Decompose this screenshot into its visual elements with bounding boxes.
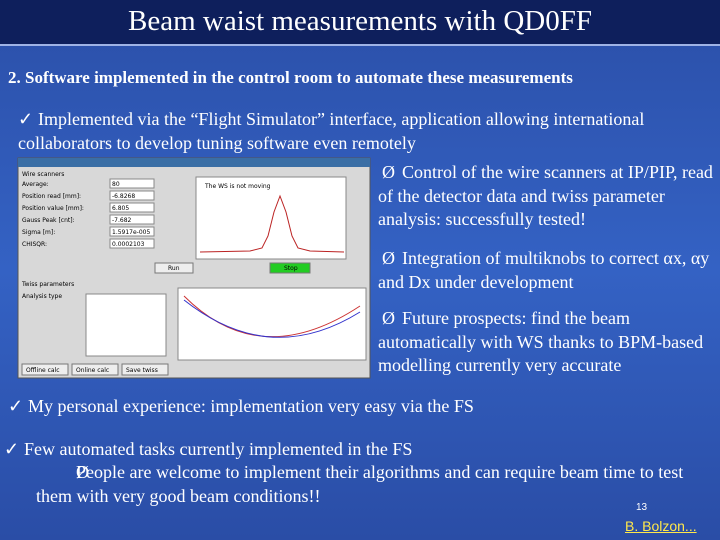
field-value: -7.682 xyxy=(112,217,132,224)
field-label: Gauss Peak [cnt]: xyxy=(22,217,75,224)
field-box xyxy=(109,214,155,225)
window-titlebar xyxy=(18,158,370,167)
side-text: Integration of multiknobs to correct αx,… xyxy=(378,248,710,292)
field-label: Position read [mm]: xyxy=(22,193,81,200)
button xyxy=(21,363,69,376)
bullet-text: Few automated tasks currently implemente… xyxy=(24,439,413,459)
title: Beam waist measurements with QD0FF xyxy=(0,0,720,46)
plot-title: The WS is not moving xyxy=(204,183,271,190)
field-value: 0.0002103 xyxy=(112,241,145,248)
bullet: ✓ Few automated tasks currently implement… xyxy=(4,438,704,462)
field-box xyxy=(109,238,155,249)
bullet-text: Implemented via the “Flight Simulator” i… xyxy=(18,109,645,153)
marker: Ø xyxy=(76,462,89,482)
bullet-text: My personal experience: implementation v… xyxy=(28,396,474,416)
button-label: Stop xyxy=(284,265,298,272)
field-value: 1.5917e-005 xyxy=(112,229,150,236)
panel-label: Analysis type xyxy=(22,293,62,300)
field-box xyxy=(109,178,155,189)
button xyxy=(71,363,119,376)
button-label: Run xyxy=(168,265,180,272)
field-box xyxy=(109,190,155,201)
page-number: 13 xyxy=(636,502,648,513)
field-label: Average: xyxy=(22,181,49,188)
curve xyxy=(183,299,361,338)
marker: ✓ xyxy=(8,396,24,416)
bullet: ✓ Implemented via the “Flight Simulator” … xyxy=(18,108,718,155)
plot2 xyxy=(177,287,367,361)
marker: Ø xyxy=(382,308,395,328)
field-box xyxy=(109,202,155,213)
button xyxy=(121,363,169,376)
side-item: Ø Control of the wire scanners at IP/PIP,… xyxy=(378,161,718,232)
side-item: Ø Future prospects: find the beam automat… xyxy=(378,307,708,378)
sub-text: People are welcome to implement their al… xyxy=(36,462,684,506)
panel-label: Twiss parameters xyxy=(21,281,74,288)
field-value: 80 xyxy=(112,181,120,188)
author: B. Bolzon... xyxy=(625,518,697,534)
marker: ✓ xyxy=(4,439,20,459)
sub-item: ØPeople are welcome to implement their a… xyxy=(36,461,716,508)
subtitle: 2. Software implemented in the control r… xyxy=(8,68,573,87)
field-value: -6.8268 xyxy=(112,193,135,200)
panel-label: Wire scanners xyxy=(22,171,64,178)
field-label: CHISQR: xyxy=(22,241,47,248)
side-text: Control of the wire scanners at IP/PIP, … xyxy=(378,162,713,229)
button-label: Save twiss xyxy=(126,367,158,374)
button-label: Offline calc xyxy=(26,367,60,374)
plot1 xyxy=(195,176,347,260)
marker: ✓ xyxy=(18,109,34,129)
field-label: Position value [mm]: xyxy=(22,205,84,212)
bullet: ✓ My personal experience: implementation … xyxy=(8,395,708,419)
button xyxy=(154,262,194,274)
field-box xyxy=(109,226,155,237)
field-value: 6.805 xyxy=(112,205,129,212)
marker: Ø xyxy=(382,248,395,268)
table xyxy=(85,293,167,357)
side-text: Future prospects: find the beam automati… xyxy=(378,308,704,375)
field-label: Sigma [m]: xyxy=(22,229,55,236)
marker: Ø xyxy=(382,162,395,182)
button xyxy=(269,262,311,274)
curve xyxy=(199,194,345,253)
side-item: Ø Integration of multiknobs to correct αx… xyxy=(378,247,718,294)
button-label: Online calc xyxy=(76,367,109,374)
